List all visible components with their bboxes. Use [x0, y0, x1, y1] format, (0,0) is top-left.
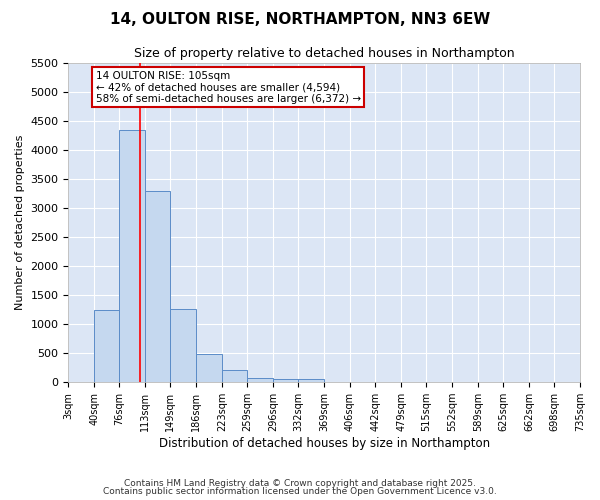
Text: 14 OULTON RISE: 105sqm
← 42% of detached houses are smaller (4,594)
58% of semi-: 14 OULTON RISE: 105sqm ← 42% of detached… — [95, 70, 361, 104]
Bar — [145, 190, 170, 382]
Bar — [273, 380, 298, 382]
Bar — [119, 130, 145, 382]
X-axis label: Distribution of detached houses by size in Northampton: Distribution of detached houses by size … — [158, 437, 490, 450]
Bar — [298, 380, 324, 382]
Bar — [196, 354, 222, 382]
Title: Size of property relative to detached houses in Northampton: Size of property relative to detached ho… — [134, 48, 515, 60]
Bar — [170, 308, 196, 382]
Text: Contains HM Land Registry data © Crown copyright and database right 2025.: Contains HM Land Registry data © Crown c… — [124, 478, 476, 488]
Text: 14, OULTON RISE, NORTHAMPTON, NN3 6EW: 14, OULTON RISE, NORTHAMPTON, NN3 6EW — [110, 12, 490, 28]
Bar — [222, 370, 247, 382]
Y-axis label: Number of detached properties: Number of detached properties — [15, 135, 25, 310]
Text: Contains public sector information licensed under the Open Government Licence v3: Contains public sector information licen… — [103, 487, 497, 496]
Bar — [247, 378, 273, 382]
Bar — [94, 310, 119, 382]
